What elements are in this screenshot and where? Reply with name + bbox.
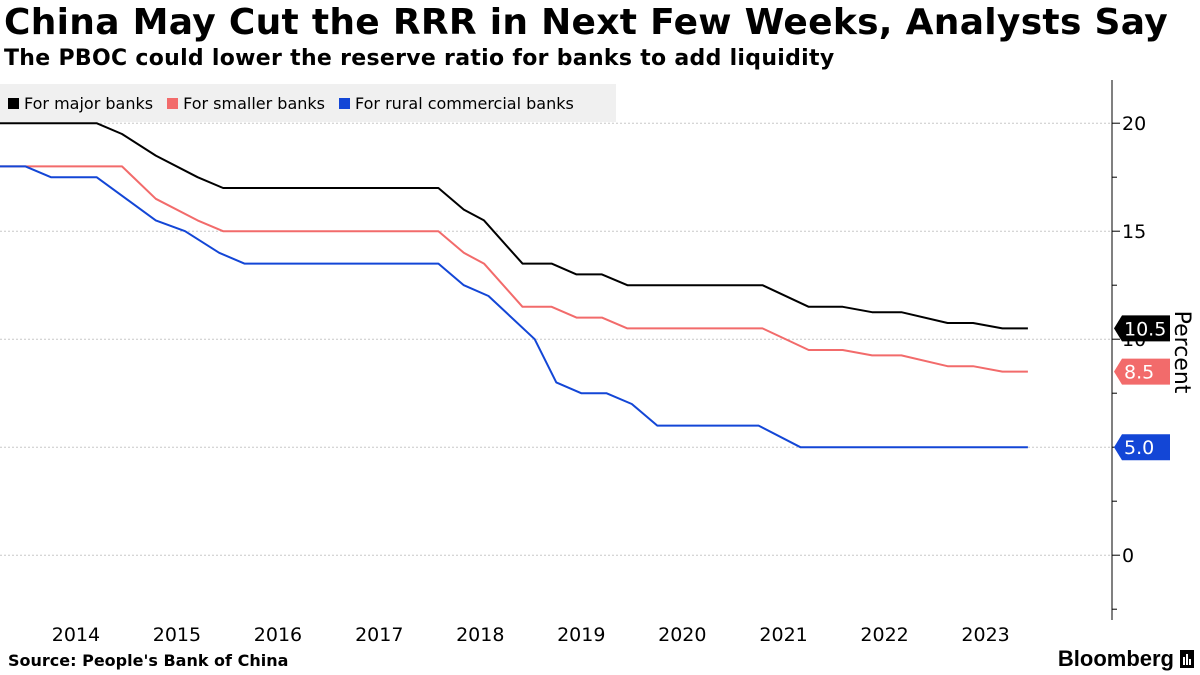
y-tick-label: 20 (1122, 113, 1146, 135)
series-line-2 (0, 165, 1028, 449)
legend-swatch (8, 97, 19, 109)
axis-layer: 05.0101520Percent20142015201620172018201… (52, 80, 1194, 646)
x-tick-label: 2019 (557, 624, 605, 646)
bloomberg-logo: Bloomberg (1058, 646, 1194, 672)
end-value-tag (1114, 434, 1170, 461)
end-value-label: 8.5 (1124, 362, 1154, 384)
x-tick-label: 2015 (153, 624, 201, 646)
series-line-0 (0, 122, 1028, 330)
legend-swatch (339, 97, 350, 109)
x-tick-label: 2014 (52, 624, 100, 646)
series-line-1 (0, 165, 1028, 373)
chart-subtitle: The PBOC could lower the reserve ratio f… (4, 46, 835, 71)
chart-title: China May Cut the RRR in Next Few Weeks,… (4, 2, 1168, 43)
legend-swatch (167, 97, 179, 109)
y-tick-label: 15 (1122, 221, 1146, 243)
end-value-label: 5.0 (1124, 437, 1154, 459)
legend-item-smaller-banks: For smaller banks (167, 94, 325, 113)
legend-label: For smaller banks (183, 93, 325, 113)
end-value-tag (1114, 315, 1170, 342)
y-axis-title: Percent (1169, 311, 1194, 394)
legend: For major banks For smaller banks For ru… (0, 84, 616, 122)
legend-item-major-banks: For major banks (8, 94, 153, 113)
source-note: Source: People's Bank of China (8, 651, 289, 670)
x-tick-label: 2022 (860, 624, 908, 646)
legend-item-rural-banks: For rural commercial banks (339, 94, 574, 113)
end-label-layer: 10.5 8.5 5.0 (1114, 315, 1170, 461)
grid-layer (0, 122, 1112, 556)
legend-label: For major banks (24, 93, 154, 113)
y-tick-label: 0 (1122, 545, 1134, 567)
end-value-tag (1114, 358, 1170, 385)
logo-text: Bloomberg (1057, 646, 1174, 671)
end-value-label: 10.5 (1124, 318, 1166, 340)
bloomberg-mark-icon (1180, 650, 1194, 668)
x-tick-label: 2023 (961, 624, 1009, 646)
series-layer (0, 122, 1028, 449)
x-tick-label: 2021 (759, 624, 807, 646)
legend-label: For rural commercial banks (355, 93, 574, 113)
x-tick-label: 2016 (254, 624, 302, 646)
x-tick-label: 2020 (658, 624, 706, 646)
x-tick-label: 2018 (456, 624, 504, 646)
x-tick-label: 2017 (355, 624, 403, 646)
